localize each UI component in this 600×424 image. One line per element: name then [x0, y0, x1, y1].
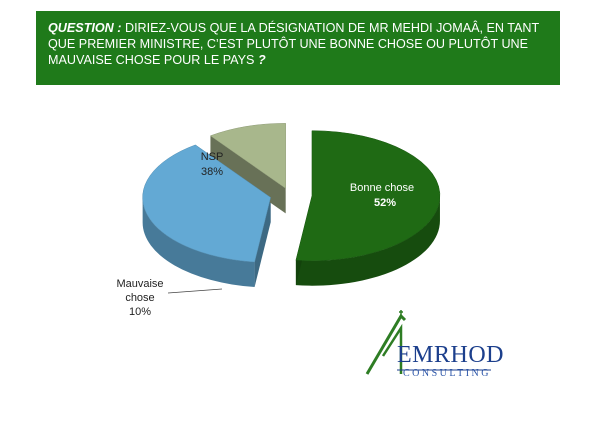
- logo-mark-icon: [365, 310, 491, 375]
- mauvaise-chose-leader-line: [167, 288, 223, 294]
- emrhod-logo: EMRHOD CONSULTING: [361, 306, 505, 386]
- label-nsp-value: 38%: [201, 166, 223, 178]
- question-banner: QUESTION : DIRIEZ-VOUS QUE LA DÉSIGNATIO…: [36, 11, 560, 85]
- slice-rim: [295, 195, 440, 286]
- logo-name: EMRHOD: [397, 342, 505, 368]
- question-body: DIRIEZ-VOUS QUE LA DÉSIGNATION DE MR MEH…: [48, 21, 539, 67]
- label-mauvaise-chose-line1: Mauvaise: [116, 278, 163, 290]
- slice-rim: [142, 197, 255, 287]
- label-bonne-chose-value: 52%: [374, 197, 396, 209]
- pie-slices: [142, 123, 441, 287]
- slice-mauvaise-chose-side: [210, 135, 286, 214]
- label-mauvaise-chose-value: 10%: [129, 306, 151, 318]
- logo-subtitle: CONSULTING: [403, 368, 491, 379]
- label-bonne-chose-name: Bonne chose: [350, 182, 414, 194]
- slice-nsp: [142, 144, 271, 263]
- label-nsp-name: NSP: [201, 151, 224, 163]
- slice-wall: [210, 135, 286, 214]
- slice-wall: [254, 197, 271, 287]
- question-text: QUESTION : DIRIEZ-VOUS QUE LA DÉSIGNATIO…: [48, 20, 550, 68]
- label-nsp: NSP 38%: [201, 151, 224, 178]
- slice-bonne-chose: [295, 130, 441, 261]
- slice-mauvaise-chose: [209, 123, 286, 189]
- question-prefix: QUESTION :: [48, 21, 122, 35]
- question-suffix: ?: [254, 53, 266, 67]
- label-mauvaise-chose-line2: chose: [125, 292, 154, 304]
- label-mauvaise-chose: Mauvaise chose 10%: [116, 278, 163, 318]
- label-bonne-chose: Bonne chose 52%: [350, 182, 414, 209]
